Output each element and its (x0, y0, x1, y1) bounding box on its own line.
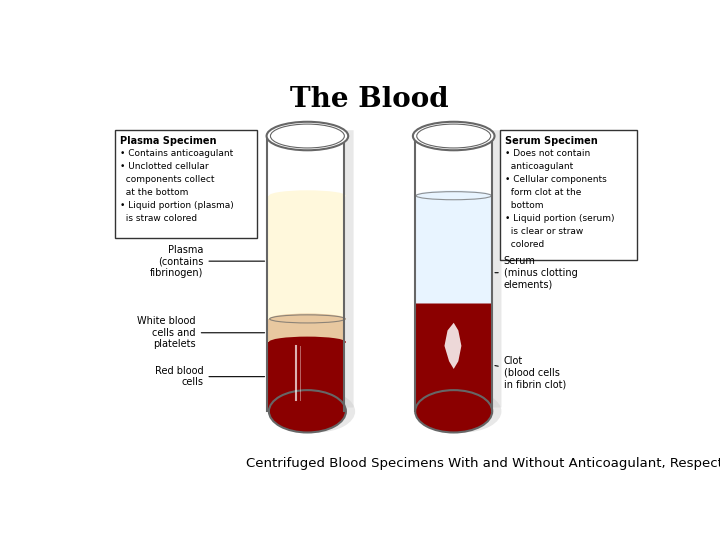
Text: anticoagulant: anticoagulant (505, 162, 573, 171)
Ellipse shape (415, 390, 492, 433)
Text: Serum Specimen: Serum Specimen (505, 137, 598, 146)
Text: colored: colored (505, 240, 544, 249)
Ellipse shape (417, 124, 490, 148)
Bar (500, 130, 637, 260)
Text: • Cellular components: • Cellular components (505, 175, 606, 184)
Text: components collect: components collect (120, 175, 214, 184)
Ellipse shape (269, 190, 346, 201)
Bar (415, 123, 492, 195)
Polygon shape (415, 303, 492, 354)
Ellipse shape (425, 390, 501, 433)
FancyBboxPatch shape (276, 130, 354, 408)
Bar (267, 319, 344, 342)
Ellipse shape (269, 314, 346, 325)
Text: The Blood: The Blood (289, 86, 449, 113)
FancyBboxPatch shape (425, 130, 501, 408)
Ellipse shape (266, 122, 348, 150)
Text: • Liquid portion (serum): • Liquid portion (serum) (505, 214, 614, 223)
Text: bottom: bottom (505, 201, 543, 210)
Text: White blood
cells and
platelets: White blood cells and platelets (138, 316, 264, 349)
Text: Plasma
(contains
fibrinogen): Plasma (contains fibrinogen) (150, 245, 264, 278)
Ellipse shape (278, 390, 355, 433)
Text: Serum
(minus clotting
elements): Serum (minus clotting elements) (495, 256, 577, 289)
Bar (415, 195, 492, 327)
Text: Red blood
cells: Red blood cells (155, 366, 264, 388)
Text: Plasma Specimen: Plasma Specimen (120, 137, 216, 146)
Text: Centrifuged Blood Specimens With and Without Anticoagulant, Respectively: Centrifuged Blood Specimens With and Wit… (246, 457, 720, 470)
Ellipse shape (269, 390, 346, 433)
Text: is clear or straw: is clear or straw (505, 227, 582, 237)
Ellipse shape (413, 122, 495, 150)
Text: • Contains anticoagulant: • Contains anticoagulant (120, 148, 233, 158)
Bar (267, 123, 344, 195)
Text: at the bottom: at the bottom (120, 188, 188, 197)
Ellipse shape (415, 190, 492, 201)
Ellipse shape (269, 336, 346, 347)
Text: • Does not contain: • Does not contain (505, 148, 590, 158)
Bar (415, 303, 492, 411)
Bar (115, 130, 257, 238)
Polygon shape (444, 323, 462, 369)
Text: Clot
(blood cells
in fibrin clot): Clot (blood cells in fibrin clot) (495, 356, 566, 389)
Bar (267, 195, 344, 319)
Text: • Unclotted cellular: • Unclotted cellular (120, 162, 208, 171)
Text: is straw colored: is straw colored (120, 214, 197, 223)
Ellipse shape (271, 124, 344, 148)
Bar (267, 342, 344, 411)
Text: • Liquid portion (plasma): • Liquid portion (plasma) (120, 201, 233, 210)
Text: form clot at the: form clot at the (505, 188, 581, 197)
